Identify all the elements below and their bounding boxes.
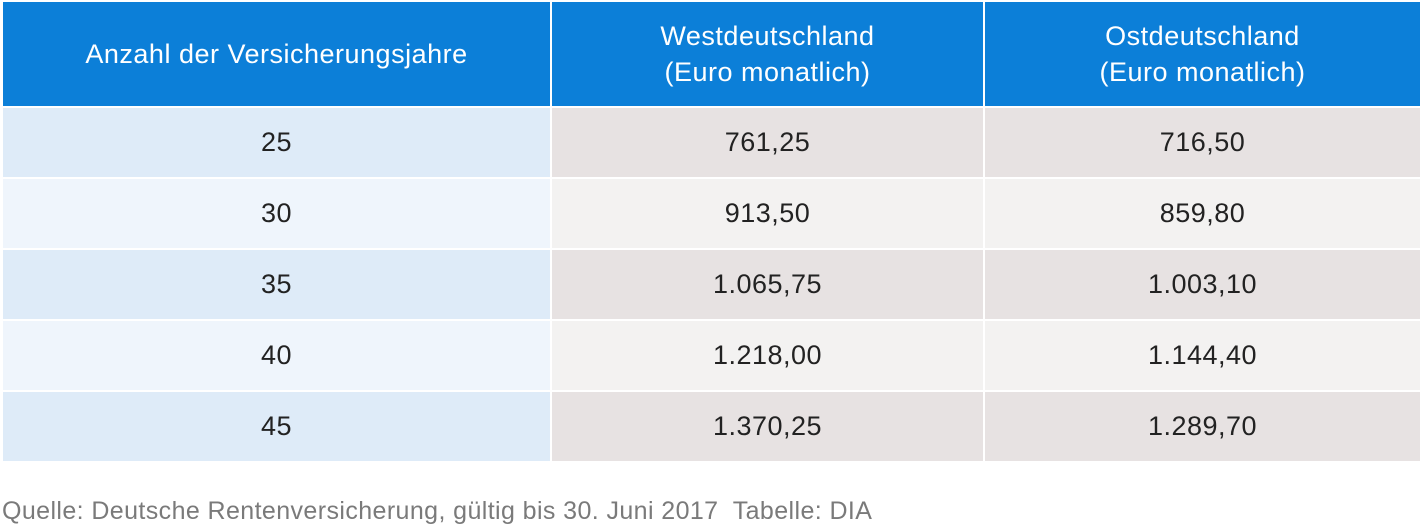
cell-years: 35 [3,250,552,319]
cell-west-value: 913,50 [552,179,985,248]
table-row: 45 1.370,25 1.289,70 [3,390,1420,461]
cell-east-value: 1.144,40 [985,321,1420,390]
table-row: 35 1.065,75 1.003,10 [3,248,1420,319]
cell-years: 45 [3,392,552,461]
header-west-germany: Westdeutschland (Euro monatlich) [552,2,985,106]
cell-west-value: 761,25 [552,108,985,177]
cell-east-value: 716,50 [985,108,1420,177]
pension-table: Anzahl der Versicherungsjahre Westdeutsc… [3,2,1420,461]
cell-east-value: 1.003,10 [985,250,1420,319]
table-row: 25 761,25 716,50 [3,106,1420,177]
cell-west-value: 1.065,75 [552,250,985,319]
cell-east-value: 1.289,70 [985,392,1420,461]
cell-east-value: 859,80 [985,179,1420,248]
header-east-germany: Ostdeutschland (Euro monatlich) [985,2,1420,106]
cell-years: 30 [3,179,552,248]
cell-west-value: 1.218,00 [552,321,985,390]
header-insurance-years: Anzahl der Versicherungsjahre [3,2,552,106]
table-row: 40 1.218,00 1.144,40 [3,319,1420,390]
cell-years: 25 [3,108,552,177]
source-caption: Quelle: Deutsche Rentenversicherung, gül… [2,497,873,525]
cell-years: 40 [3,321,552,390]
table-row: 30 913,50 859,80 [3,177,1420,248]
cell-west-value: 1.370,25 [552,392,985,461]
table-header-row: Anzahl der Versicherungsjahre Westdeutsc… [3,2,1420,106]
